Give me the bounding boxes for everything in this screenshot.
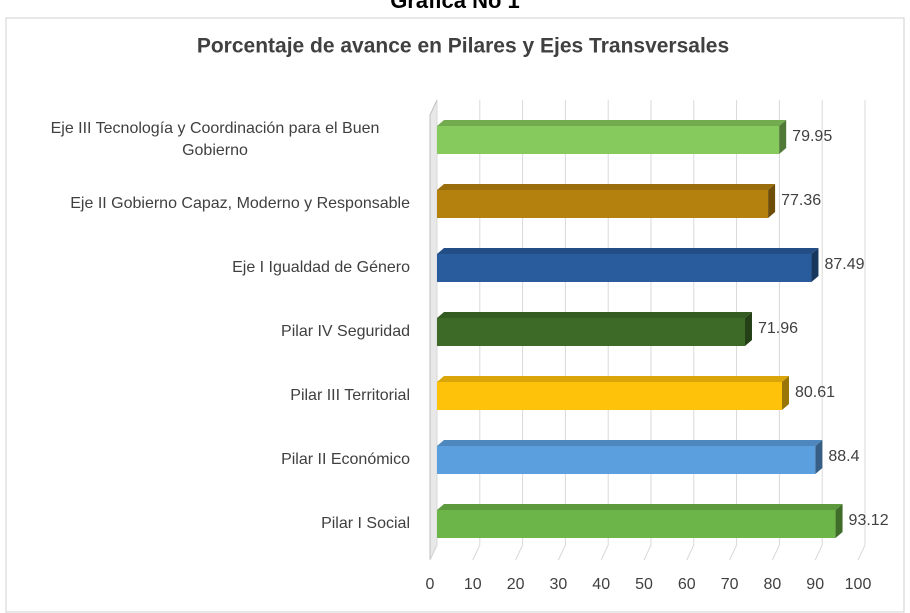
y-tick-label: Eje II Gobierno Capaz, Moderno y Respons… — [70, 195, 410, 212]
value-label: 93.12 — [849, 512, 889, 529]
y-tick-label: Pilar II Económico — [281, 451, 410, 468]
y-tick-label: Pilar IV Seguridad — [281, 323, 410, 340]
grid-line — [857, 100, 866, 561]
x-tick-label: 100 — [845, 576, 872, 593]
x-tick-label: 10 — [464, 576, 482, 593]
header: Gráfica No 1 — [390, 0, 520, 13]
y-tick-label: Pilar III Territorial — [290, 387, 410, 404]
value-label: 77.36 — [781, 192, 821, 209]
x-tick-label: 70 — [721, 576, 739, 593]
value-label: 87.49 — [824, 256, 864, 273]
bar — [437, 184, 776, 218]
bar — [437, 504, 843, 538]
y-tick-label: Eje I Igualdad de Género — [232, 259, 410, 276]
x-tick-label: 30 — [550, 576, 568, 593]
grid-line — [429, 100, 438, 561]
value-label: 79.95 — [792, 128, 832, 145]
bar — [437, 248, 819, 282]
x-tick-label: 20 — [507, 576, 525, 593]
bar — [437, 376, 790, 410]
y-tick-label: Pilar I Social — [321, 515, 410, 532]
value-label: 71.96 — [758, 320, 798, 337]
x-tick-label: 0 — [426, 576, 435, 593]
x-tick-label: 60 — [678, 576, 696, 593]
bar — [437, 312, 752, 346]
x-tick-label: 50 — [635, 576, 653, 593]
bar — [437, 120, 787, 154]
x-tick-label: 80 — [764, 576, 782, 593]
x-tick-label: 40 — [592, 576, 610, 593]
value-label: 88.4 — [828, 448, 859, 465]
floor — [429, 99, 438, 561]
x-tick-label: 90 — [806, 576, 824, 593]
chart-title: Porcentaje de avance en Pilares y Ejes T… — [197, 35, 729, 58]
y-tick-label: Eje III Tecnología y Coordinación para e… — [50, 120, 380, 159]
value-label: 80.61 — [795, 384, 835, 401]
bar — [437, 440, 823, 474]
grid-line — [814, 100, 823, 561]
